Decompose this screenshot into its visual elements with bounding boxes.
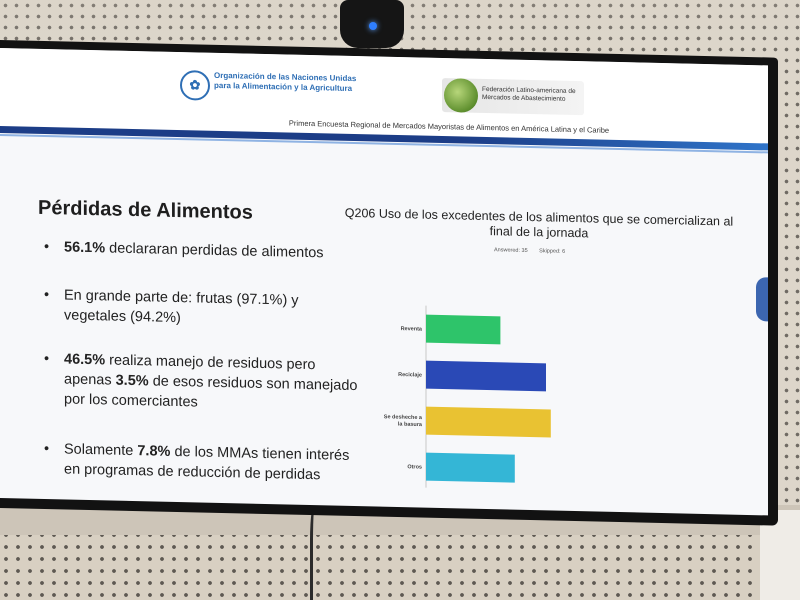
bar-2: [426, 406, 551, 438]
category-label: Reciclaje: [398, 372, 422, 379]
bullet-highlight: 3.5%: [115, 372, 149, 390]
category-label: la basura: [398, 422, 423, 429]
bullet-highlight: 7.8%: [137, 443, 171, 460]
bar-chart: Reventa Reciclaje Se desheche ala basura Ot…: [384, 305, 551, 490]
power-cable: [310, 500, 324, 600]
fao-name: Organización de las Naciones Unidas para…: [214, 70, 357, 93]
bullet-text: En grande parte de: frutas (97.1%) y veg…: [64, 287, 299, 327]
bullet-item: En grande parte de: frutas (97.1%) y veg…: [44, 285, 364, 332]
bullet-text: Solamente: [64, 441, 138, 460]
bullet-item: Solamente 7.8% de los MMAs tienen interé…: [44, 439, 364, 486]
bullet-highlight: 46.5%: [64, 351, 106, 369]
television: ✿ Organización de las Naciones Unidas pa…: [0, 40, 778, 526]
federation-logo-icon: [444, 78, 478, 113]
category-label: Reventa: [401, 326, 423, 333]
bar-1: [426, 360, 546, 392]
camera-led-icon: [369, 22, 377, 30]
tv-screen: ✿ Organización de las Naciones Unidas pa…: [0, 48, 768, 516]
bullet-item: 46.5% realiza manejo de residuos pero ap…: [44, 349, 364, 416]
skipped-count: Skipped: 6: [539, 248, 566, 255]
category-label: Se desheche a: [384, 414, 423, 421]
federation-badge: Federación Latino-americana de Mercados …: [442, 78, 584, 116]
slide-side-tab: [756, 277, 768, 322]
bullet-item: 56.1% declararan perdidas de alimentos: [44, 237, 324, 263]
bullet-highlight: 56.1%: [64, 239, 106, 257]
bar-3: [426, 452, 515, 483]
bar-0: [426, 314, 501, 345]
category-label: Otros: [407, 464, 422, 470]
webcam: [340, 0, 404, 48]
chart-title: Q206 Uso de los excedentes de los alimen…: [344, 205, 734, 241]
answered-count: Answered: 35: [494, 247, 528, 254]
chart-meta: Answered: 35 Skipped: 6: [494, 247, 575, 255]
bullet-list: 56.1% declararan perdidas de alimentos E…: [44, 237, 364, 483]
slide-title: Pérdidas de Alimentos: [38, 196, 253, 224]
fao-logo-icon: ✿: [180, 70, 210, 101]
federation-name: Federación Latino-americana de Mercados …: [482, 85, 576, 103]
bullet-text: declararan perdidas de alimentos: [105, 240, 324, 262]
